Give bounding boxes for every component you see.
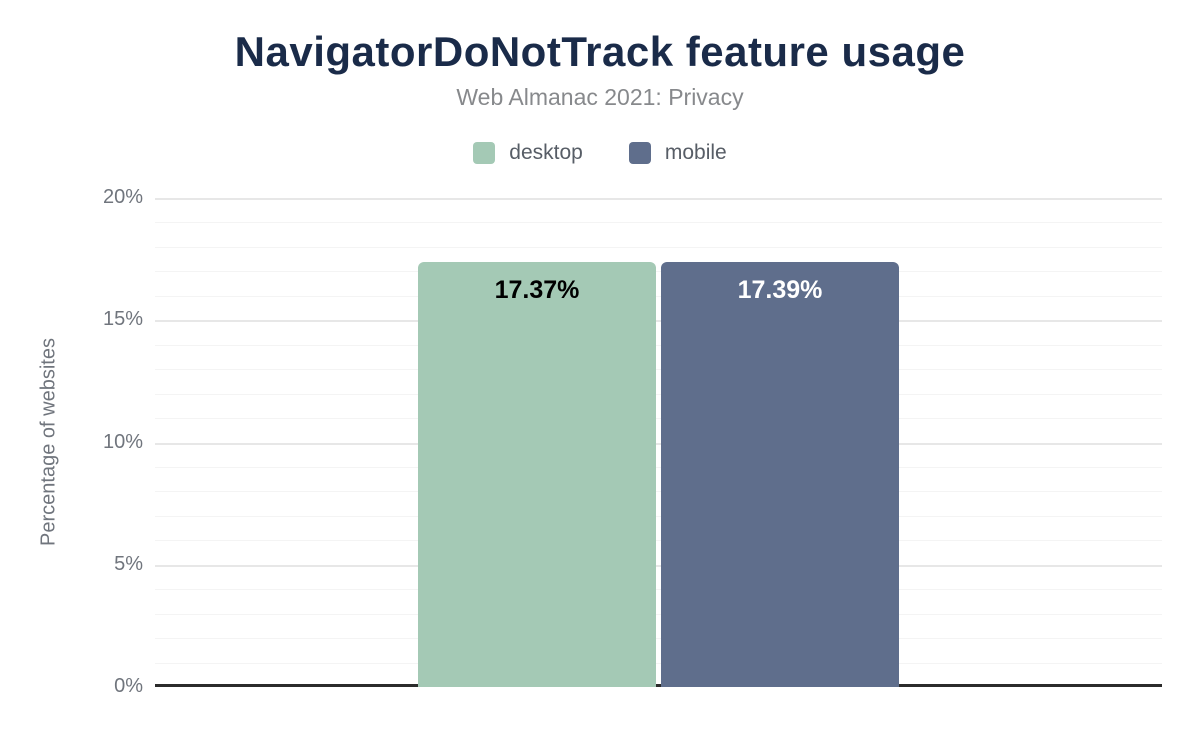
legend: desktop mobile — [0, 141, 1200, 165]
legend-item-mobile[interactable]: mobile — [628, 141, 727, 165]
gridline-major — [155, 198, 1162, 200]
mobile-swatch-icon — [628, 142, 651, 164]
bar-value-label-desktop: 17.37% — [494, 276, 580, 304]
y-tick-label: 20% — [102, 186, 143, 208]
legend-label-mobile: mobile — [664, 141, 727, 164]
plot-area: 17.37% 17.39% — [155, 198, 1162, 687]
gridline-minor — [155, 613, 1162, 615]
gridline-minor — [155, 491, 1162, 493]
gridline-minor — [155, 222, 1162, 224]
bar-value-label-mobile: 17.39% — [737, 276, 823, 304]
desktop-swatch-icon — [473, 142, 496, 164]
gridline-major — [155, 442, 1162, 445]
y-tick-label: 10% — [102, 430, 143, 453]
gridline-major — [155, 320, 1162, 323]
legend-label-desktop: desktop — [509, 141, 583, 164]
gridline-minor — [155, 515, 1162, 517]
gridline-minor — [155, 662, 1162, 664]
gridline-minor — [155, 246, 1162, 248]
bar-desktop[interactable]: 17.37% — [418, 262, 656, 687]
y-tick-label: 15% — [102, 308, 143, 331]
chart-title: NavigatorDoNotTrack feature usage — [234, 28, 966, 75]
gridline-minor — [155, 638, 1162, 640]
bar-mobile[interactable]: 17.39% — [661, 262, 899, 687]
gridline-minor — [155, 589, 1162, 591]
gridline-minor — [155, 540, 1162, 542]
gridline-minor — [155, 271, 1162, 273]
gridline-minor — [155, 393, 1162, 395]
gridline-minor — [155, 466, 1162, 468]
gridline-major — [155, 564, 1162, 567]
gridline-minor — [155, 344, 1162, 346]
gridline-minor — [155, 295, 1162, 297]
gridline-minor — [155, 369, 1162, 371]
chart-subtitle: Web Almanac 2021: Privacy — [456, 84, 744, 110]
legend-item-desktop[interactable]: desktop — [473, 141, 583, 165]
x-axis-line — [155, 684, 1162, 687]
y-tick-label: 5% — [114, 552, 143, 575]
y-tick-label: 0% — [114, 675, 143, 697]
gridline-minor — [155, 418, 1162, 420]
